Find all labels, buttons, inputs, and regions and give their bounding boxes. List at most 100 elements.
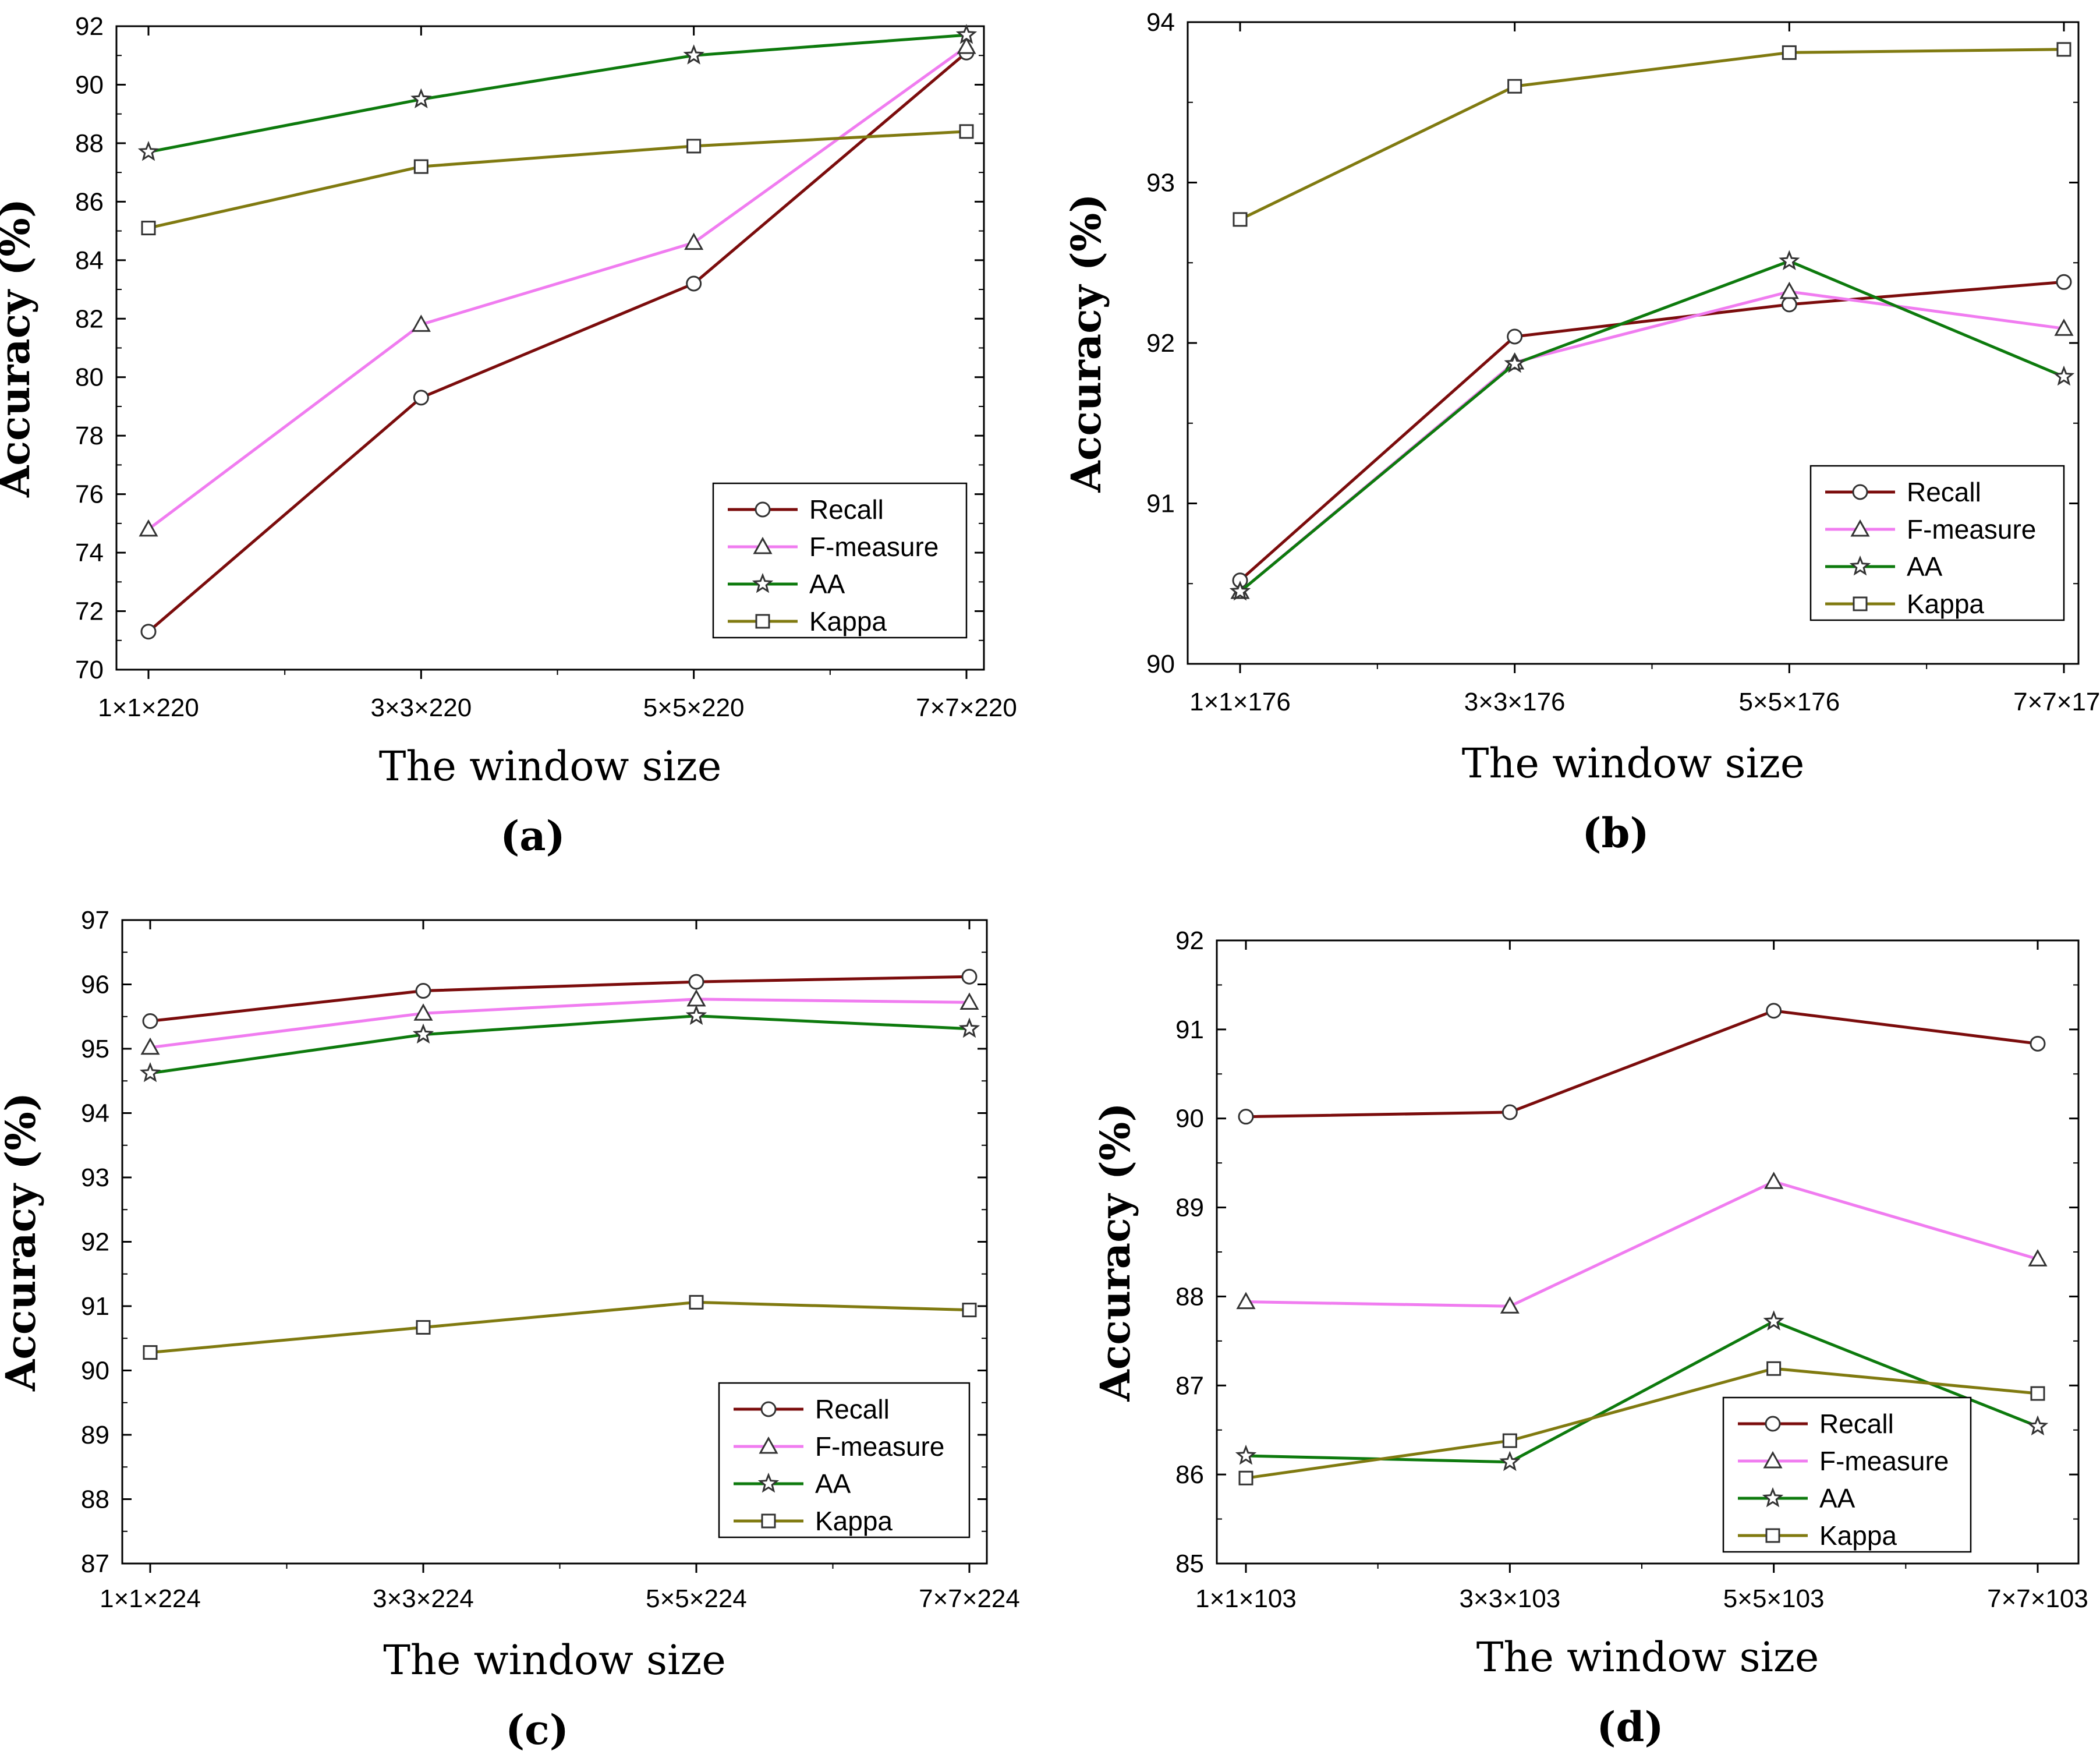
data-point-f-measure xyxy=(413,1003,433,1021)
data-point-kappa xyxy=(1502,1433,1517,1448)
series-line-kappa xyxy=(1239,48,2064,221)
data-point-aa xyxy=(2027,1415,2049,1436)
y-tick-label: 92 xyxy=(75,12,104,41)
legend-marker-aa xyxy=(757,1472,780,1493)
y-tick-label: 94 xyxy=(81,1099,109,1128)
data-point-kappa xyxy=(1507,79,1522,94)
x-axis-title: The window size xyxy=(1462,740,1805,787)
x-tick-label: 1×1×224 xyxy=(100,1584,201,1613)
data-point-recall xyxy=(142,1013,158,1029)
legend-entry-kappa: Kappa xyxy=(815,1506,893,1536)
x-tick-label: 5×5×103 xyxy=(1723,1584,1825,1613)
x-tick-label: 1×1×176 xyxy=(1189,688,1291,716)
data-point-aa xyxy=(2053,365,2075,386)
y-tick-label: 93 xyxy=(1146,169,1175,197)
y-tick-label: 86 xyxy=(75,188,104,216)
y-axis-title: Accuracy (%) xyxy=(0,199,39,498)
data-point-recall xyxy=(1766,1003,1782,1019)
data-point-f-measure xyxy=(1500,1296,1520,1314)
y-tick-label: 87 xyxy=(81,1550,109,1578)
data-point-kappa xyxy=(689,1294,704,1310)
data-point-aa xyxy=(412,1023,434,1044)
y-tick-label: 90 xyxy=(1175,1105,1204,1133)
legend-marker-f-measure xyxy=(759,1436,778,1454)
y-tick-label: 74 xyxy=(75,539,104,567)
y-tick-label: 80 xyxy=(75,363,104,392)
legend: Recall F-measure AA Kappa xyxy=(1722,1396,1972,1553)
data-point-f-measure xyxy=(959,992,979,1010)
y-tick-label: 84 xyxy=(75,246,104,275)
legend: Recall F-measure AA Kappa xyxy=(718,1382,971,1538)
legend-marker-f-measure xyxy=(753,536,773,554)
y-tick-label: 88 xyxy=(81,1485,109,1514)
legend-entry-aa: AA xyxy=(1819,1483,1855,1513)
legend-entry-aa: AA xyxy=(815,1469,851,1499)
data-point-recall xyxy=(1501,1104,1518,1120)
x-tick-label: 5×5×224 xyxy=(646,1584,747,1613)
data-point-kappa xyxy=(1233,212,1248,227)
data-point-f-measure xyxy=(1236,1292,1256,1310)
legend-marker-kappa xyxy=(755,614,770,629)
chart-panel-b: 90 91 92 93 94 1×1×176 3×3×176 5×5×176 7×7×176 Th… xyxy=(1062,8,2100,857)
y-tick-label: 92 xyxy=(81,1228,109,1257)
panel-label: (c) xyxy=(505,1706,569,1754)
data-point-kappa xyxy=(1782,45,1797,60)
legend-entry-kappa: Kappa xyxy=(809,606,887,636)
data-point-recall xyxy=(1238,1109,1254,1125)
data-point-kappa xyxy=(959,124,974,139)
y-tick-label: 82 xyxy=(75,305,104,333)
data-point-aa xyxy=(1235,1444,1257,1465)
series-line-kappa xyxy=(1245,1367,2038,1480)
data-point-kappa xyxy=(413,159,429,174)
legend-entry-recall: Recall xyxy=(1907,477,1981,507)
data-point-aa xyxy=(685,1004,707,1025)
legend-entry-aa: AA xyxy=(1907,551,1943,582)
y-tick-label: 72 xyxy=(75,597,104,626)
data-point-recall xyxy=(961,968,978,985)
series-line-recall xyxy=(1245,1009,2038,1119)
data-point-aa xyxy=(683,44,704,65)
legend-marker-kappa xyxy=(1765,1528,1780,1543)
series-line-recall xyxy=(1239,280,2064,582)
data-point-kappa xyxy=(141,221,156,236)
data-point-kappa xyxy=(2030,1386,2045,1401)
data-point-aa xyxy=(139,1062,161,1083)
y-tick-label: 96 xyxy=(81,971,109,999)
legend-entry-f-measure: F-measure xyxy=(815,1431,944,1462)
legend-marker-kappa xyxy=(761,1513,776,1529)
data-point-recall xyxy=(686,275,702,292)
y-tick-label: 88 xyxy=(75,129,104,158)
y-tick-label: 91 xyxy=(1175,1016,1204,1044)
legend-entry-recall: Recall xyxy=(809,494,884,525)
data-point-f-measure xyxy=(1764,1172,1784,1189)
data-point-recall xyxy=(2056,274,2072,290)
data-point-f-measure xyxy=(2028,1249,2048,1267)
legend-marker-recall xyxy=(1765,1416,1781,1432)
panel-label: (a) xyxy=(500,812,565,860)
data-point-kappa xyxy=(686,139,702,154)
y-tick-label: 91 xyxy=(1146,490,1175,518)
y-tick-label: 94 xyxy=(1146,8,1175,37)
data-point-recall xyxy=(2030,1035,2046,1052)
y-tick-label: 90 xyxy=(75,70,104,99)
data-point-kappa xyxy=(2056,42,2071,57)
panel-label: (d) xyxy=(1596,1703,1663,1751)
panel-label: (b) xyxy=(1582,809,1649,857)
x-tick-label: 3×3×220 xyxy=(370,694,472,722)
y-axis-title: Accuracy (%) xyxy=(1062,193,1110,493)
x-axis-title: The window size xyxy=(1476,1633,1819,1681)
x-tick-label: 7×7×220 xyxy=(916,694,1017,722)
data-point-f-measure xyxy=(1779,281,1799,299)
y-tick-label: 91 xyxy=(81,1292,109,1321)
y-tick-label: 78 xyxy=(75,422,104,450)
series-line-f-measure xyxy=(1245,1180,2038,1308)
data-point-kappa xyxy=(1766,1361,1782,1376)
legend-marker-aa xyxy=(752,572,774,593)
y-tick-label: 90 xyxy=(81,1357,109,1385)
series-line-recall xyxy=(147,51,968,633)
y-tick-label: 93 xyxy=(81,1163,109,1192)
legend-marker-aa xyxy=(1849,555,1871,576)
data-point-aa xyxy=(1779,250,1800,270)
y-tick-label: 85 xyxy=(1175,1550,1204,1578)
x-tick-label: 3×3×103 xyxy=(1459,1584,1560,1613)
